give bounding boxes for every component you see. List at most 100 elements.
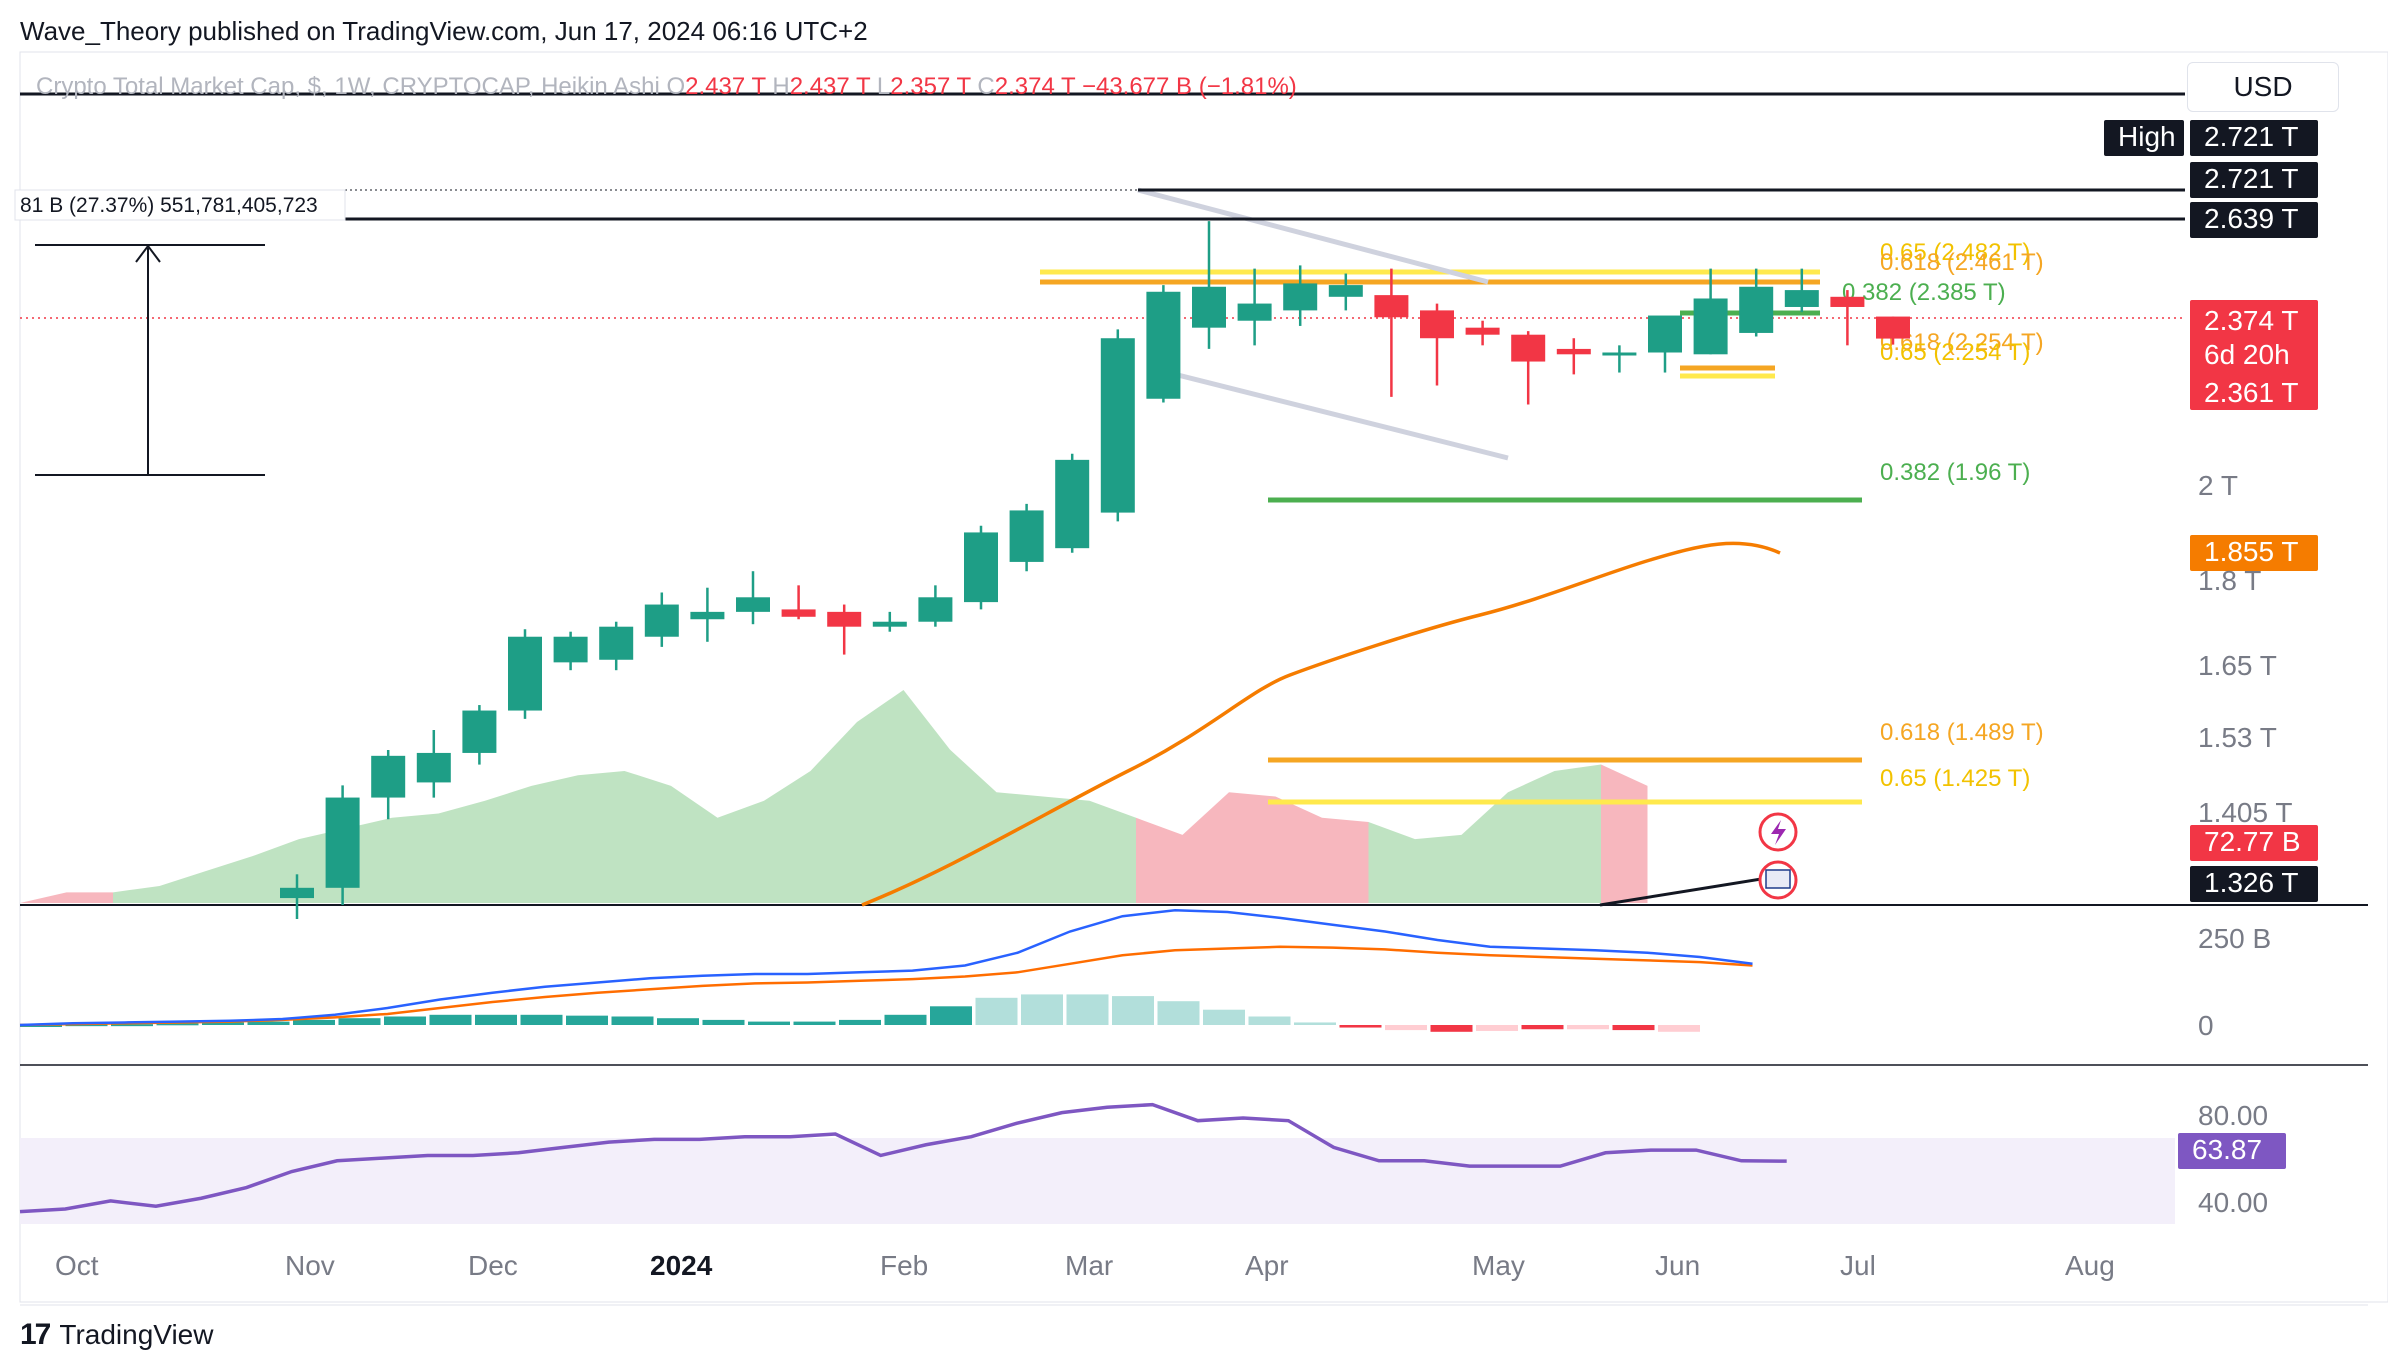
countdown-label: 6d 20h — [2204, 339, 2290, 370]
volume-value-label: 72.77 B — [2204, 826, 2301, 857]
volume-area-segment — [159, 871, 206, 903]
trend-line-bottom — [1599, 874, 1781, 907]
candle — [599, 621, 634, 671]
ohlc-legend-part: −43.677 B (−1.81%) — [1082, 73, 1297, 100]
x-axis-label: Jun — [1655, 1250, 1700, 1281]
fib-level-label: 0.618 (2.461 T) — [1880, 249, 2044, 276]
macd-histogram-bar — [1521, 1025, 1564, 1030]
macd-histogram-bar — [611, 1016, 654, 1025]
measure-label: 81 B (27.37%) 551,781,405,723 — [20, 194, 318, 217]
volume-area-segment — [1275, 796, 1322, 903]
x-axis-label: 2024 — [650, 1250, 713, 1281]
ohlc-legend-part: 2.437 T — [685, 73, 772, 100]
volume-area-segment — [1508, 770, 1555, 903]
macd-histogram-bar — [1385, 1025, 1427, 1031]
ohlc-legend-part: 2.437 T — [790, 73, 877, 100]
macd-histogram-bar — [1157, 1001, 1200, 1025]
ema-value-label: 1.855 T — [2204, 536, 2298, 567]
volume-value-label-bg — [2190, 825, 2318, 861]
price-label-high-bg — [2190, 120, 2318, 156]
macd-signal-line — [19, 945, 1753, 1027]
price-label-2639: 2.639 T — [2204, 203, 2298, 234]
candle-body — [1100, 338, 1135, 513]
ohlc-legend-part: Crypto Total Market Cap, $, 1W, CRYPTOCA… — [36, 73, 666, 100]
trend-value-label: 1.326 T — [2204, 867, 2298, 898]
macd-histogram-bar — [202, 1022, 244, 1025]
measure-label-box — [14, 189, 346, 221]
candle-body — [1009, 510, 1044, 562]
y-tick-label: 2 T — [2198, 470, 2238, 501]
candle — [508, 629, 542, 719]
macd-histogram-bar — [520, 1014, 563, 1025]
candle — [325, 785, 360, 905]
macd-histogram-bar — [566, 1015, 608, 1025]
wedge-lower-line — [1149, 365, 1509, 461]
candle-body — [508, 636, 542, 711]
tradingview-brand-label: TradingView — [59, 1319, 214, 1350]
trend-value-label-bg — [2190, 866, 2318, 902]
flag-glyph-icon — [1765, 869, 1791, 889]
volume-area-segment — [717, 800, 764, 903]
rsi-y-tick: 80.00 — [2198, 1100, 2268, 1131]
macd-histogram-bar — [293, 1019, 335, 1025]
candle — [1055, 453, 1090, 553]
volume-area-segment — [950, 749, 997, 903]
candle-body — [1237, 303, 1272, 321]
tradingview-brand[interactable]: 17 TradingView — [20, 1318, 213, 1352]
high-title-label: High — [2118, 121, 2176, 152]
macd-histogram-bar — [1294, 1022, 1336, 1025]
ohlc-legend-part: L — [877, 73, 890, 100]
y-tick-label: 1.8 T — [2198, 565, 2261, 596]
candle-body — [1739, 286, 1774, 333]
price-label-low: 2.361 T — [2204, 377, 2298, 408]
candle-body — [827, 611, 862, 627]
candle — [1693, 268, 1728, 355]
candle-body — [1283, 283, 1318, 311]
macd-histogram-bar — [884, 1014, 927, 1025]
candle — [827, 604, 862, 655]
candle — [1511, 331, 1546, 405]
macd-histogram-bar — [20, 1025, 62, 1027]
price-label-current: 2.374 T — [2204, 305, 2298, 336]
candle — [1602, 345, 1637, 373]
price-label-high: 2.721 T — [2204, 121, 2298, 152]
rsi-line — [19, 1102, 1787, 1214]
volume-area-segment — [20, 892, 67, 903]
candle-body — [1876, 316, 1910, 339]
volume-area-segment — [1043, 796, 1090, 903]
volume-area-segment — [671, 785, 718, 903]
candle-body — [1830, 296, 1865, 307]
candle — [781, 585, 816, 620]
candle-body — [1192, 286, 1226, 328]
macd-y-tick: 0 — [2198, 1010, 2214, 1041]
volume-area-segment — [764, 770, 811, 903]
price-label-2721-bg — [2190, 162, 2318, 198]
x-axis-label: Aug — [2065, 1250, 2115, 1281]
candle — [1420, 303, 1454, 386]
macd-histogram-bar — [1430, 1025, 1473, 1032]
ohlc-legend-part: 2.357 T — [890, 73, 977, 100]
candle — [1739, 268, 1774, 337]
candle — [416, 730, 451, 798]
x-axis-label: Apr — [1245, 1250, 1289, 1281]
currency-button[interactable]: USD — [2187, 62, 2339, 112]
macd-histogram-bar — [247, 1021, 290, 1025]
candle — [371, 750, 406, 820]
candle — [553, 631, 588, 671]
y-tick-label: 1.65 T — [2198, 650, 2277, 681]
macd-histogram-bar — [702, 1019, 745, 1025]
candle-body — [462, 710, 497, 753]
fib-level-label: 0.382 (2.385 T) — [1842, 279, 2006, 306]
rsi-value-label: 63.87 — [2192, 1134, 2262, 1165]
wedge-upper-line — [1137, 187, 1489, 285]
candle-body — [736, 597, 770, 612]
candle — [1100, 329, 1135, 522]
ohlc-legend-part: C — [977, 73, 994, 100]
ohlc-legend-part: O — [666, 73, 685, 100]
x-axis-label: Dec — [468, 1250, 518, 1281]
candle-body — [1602, 352, 1637, 356]
candle — [1009, 503, 1044, 572]
macd-histogram-bar — [975, 997, 1018, 1025]
